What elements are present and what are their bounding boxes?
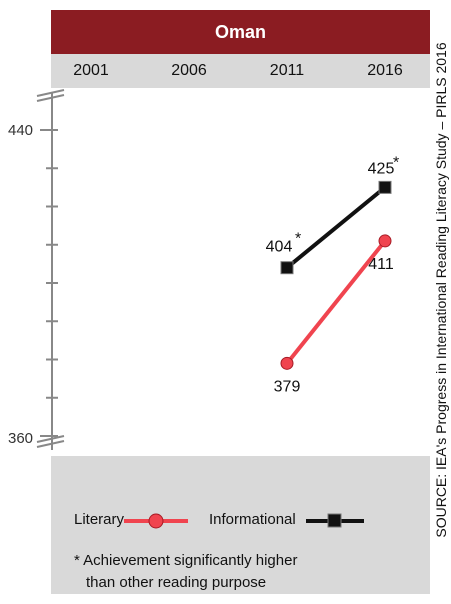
data-label-informational-2011: 404 [266, 239, 293, 256]
axis-break-bottom [36, 435, 65, 448]
source-credit: SOURCE: IEA's Progress in International … [433, 42, 449, 538]
legend-label-informational: Informational [209, 511, 296, 528]
plot-area [51, 88, 430, 456]
footnote-line-1: * Achievement significantly higher [74, 552, 298, 569]
x-tick-2001: 2001 [73, 62, 109, 79]
series-line-informational [285, 185, 387, 270]
legend-label-literary: Literary [74, 511, 125, 528]
significance-asterisk-2016: * [393, 154, 399, 171]
legend-key-marker-informational [327, 513, 342, 528]
y-tick-360: 360 [8, 430, 34, 447]
series-line-literary [285, 239, 387, 365]
axis-break-top [36, 89, 65, 102]
y-tick-440: 440 [8, 122, 34, 139]
chart-title: Oman [51, 10, 430, 54]
legend-key-marker-literary [148, 513, 164, 529]
x-tick-2006: 2006 [171, 62, 207, 79]
point-informational-2011 [280, 261, 294, 275]
data-label-literary-2016: 411 [368, 256, 394, 273]
footnote: * Achievement significantly higher than … [74, 550, 297, 594]
point-informational-2016 [378, 180, 392, 194]
x-axis-labels: 2001 2006 2011 2016 [51, 58, 430, 88]
data-label-informational-2016: 425 [368, 160, 395, 177]
significance-asterisk-2011: * [295, 231, 301, 248]
x-tick-2011: 2011 [269, 62, 305, 79]
data-label-literary-2011: 379 [274, 378, 301, 395]
point-literary-2016 [378, 234, 392, 248]
x-tick-2016: 2016 [367, 62, 403, 79]
point-literary-2011 [280, 356, 294, 370]
footnote-line-2: than other reading purpose [86, 574, 267, 591]
